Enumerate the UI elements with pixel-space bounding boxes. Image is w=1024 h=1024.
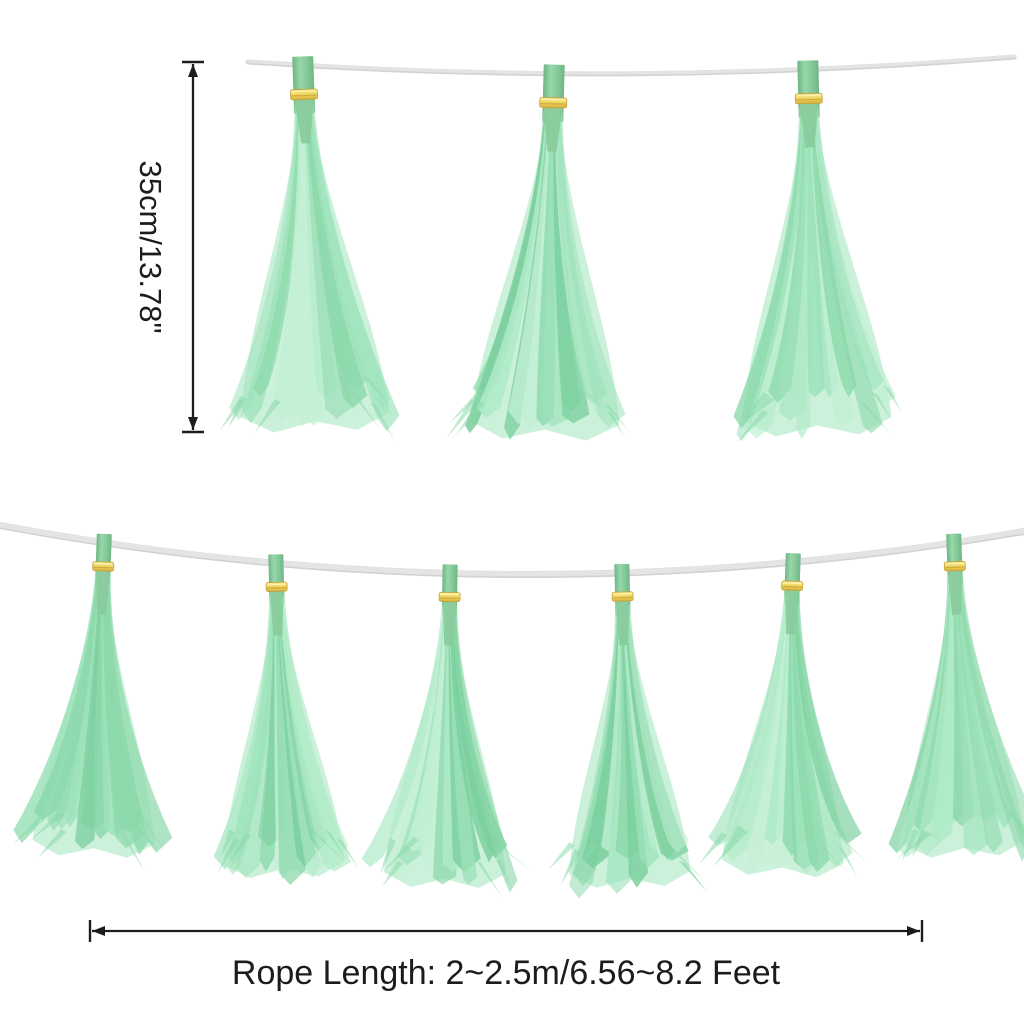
tassels-layer: [12, 56, 1024, 899]
tassel-neck: [615, 600, 630, 646]
tassel-fringe: [699, 589, 868, 878]
tassel: [548, 563, 709, 899]
tassel-neck: [785, 589, 799, 635]
tassel: [219, 56, 400, 441]
tassel-height-label: 35cm/13.78": [133, 161, 168, 334]
tassel-fringe: [219, 99, 400, 441]
tassel-neck: [442, 601, 457, 646]
tassel: [12, 533, 173, 872]
tassel: [699, 553, 868, 878]
tassel: [888, 533, 1024, 862]
height-dimension-line: [182, 60, 204, 434]
tassel-neck: [294, 99, 314, 144]
tassel-fringe: [733, 103, 903, 443]
dimension-annotations: [88, 60, 924, 942]
tassel: [733, 60, 903, 443]
tassel-neck: [799, 103, 819, 148]
rope-length-label: Rope Length: 2~2.5m/6.56~8.2 Feet: [232, 954, 781, 992]
tassel-neck: [543, 107, 563, 152]
tassel: [361, 564, 532, 897]
tassel-fringe: [213, 591, 360, 886]
ropes-layer: [0, 54, 1024, 579]
tassel-fringe: [446, 107, 631, 441]
tassel: [446, 64, 631, 441]
garland-bottom-rope: [0, 521, 1024, 579]
tassel-fringe: [888, 570, 1024, 862]
tassel-neck: [948, 570, 962, 615]
tassel-fringe: [361, 601, 532, 897]
tassel: [213, 554, 360, 886]
tassel-neck: [96, 570, 110, 616]
rope-length-dimension-line: [88, 920, 924, 942]
tassel-fringe: [548, 600, 709, 899]
tassel-neck: [269, 591, 284, 636]
garland-top-rope: [245, 54, 1017, 77]
tassel-fringe: [12, 570, 173, 872]
